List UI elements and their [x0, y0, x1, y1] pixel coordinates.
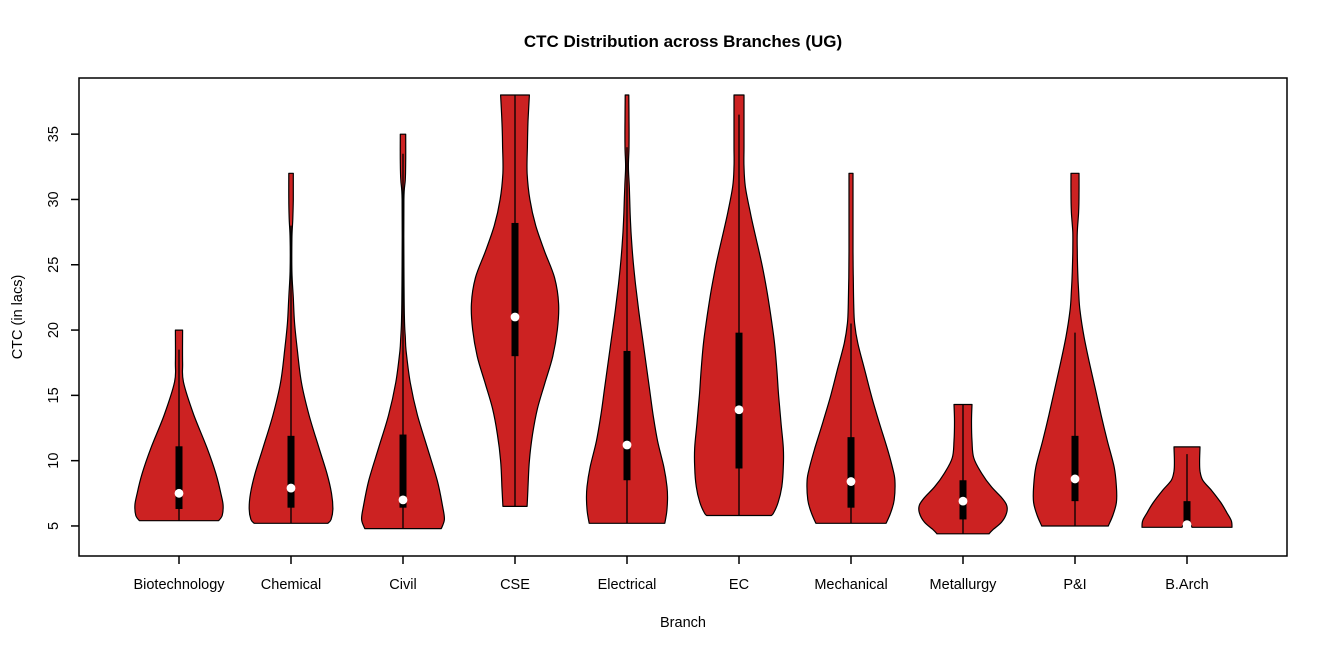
- x-tick-label-b-arch: B.Arch: [1165, 577, 1209, 593]
- iqr-box-cse: [511, 222, 519, 357]
- iqr-box-electrical: [623, 350, 631, 481]
- median-dot-electrical: [622, 440, 632, 450]
- iqr-box-b-arch: [1183, 501, 1191, 526]
- plot-content: 5 10 15 20 25 30 35 Biotechnology Chemical Civil C…: [46, 77, 1288, 593]
- y-tick-label: 25: [46, 257, 62, 273]
- median-dot-ec: [734, 405, 744, 415]
- median-dot-civil: [398, 495, 408, 505]
- y-tick-label: 20: [46, 322, 62, 338]
- x-tick-label-metallurgy: Metallurgy: [930, 577, 998, 593]
- x-tick-label-electrical: Electrical: [598, 577, 657, 593]
- x-tick-label-biotechnology: Biotechnology: [133, 577, 225, 593]
- median-dot-chemical: [286, 483, 296, 493]
- y-tick-label: 30: [46, 191, 62, 207]
- iqr-box-mechanical: [847, 437, 855, 508]
- y-axis-label: CTC (in lacs): [10, 275, 26, 360]
- median-dot-cse: [510, 312, 520, 322]
- x-axis-label: Branch: [660, 615, 706, 631]
- y-tick-label: 35: [46, 126, 62, 142]
- iqr-box-chemical: [287, 435, 295, 508]
- y-tick-label: 15: [46, 387, 62, 403]
- median-dot-p-i: [1070, 474, 1080, 484]
- x-tick-label-mechanical: Mechanical: [814, 577, 887, 593]
- iqr-box-civil: [399, 434, 407, 508]
- median-dot-biotechnology: [174, 488, 184, 498]
- median-dot-metallurgy: [958, 496, 968, 506]
- iqr-box-biotechnology: [175, 446, 183, 509]
- median-dot-b-arch: [1182, 520, 1192, 530]
- median-dot-mechanical: [846, 477, 856, 486]
- x-tick-label-cse: CSE: [500, 577, 530, 593]
- x-tick-label-civil: Civil: [389, 577, 416, 593]
- y-tick-label: 10: [46, 453, 62, 469]
- chart-title: CTC Distribution across Branches (UG): [524, 32, 842, 51]
- x-tick-label-chemical: Chemical: [261, 577, 321, 593]
- x-tick-label-ec: EC: [729, 577, 749, 593]
- plot-frame: [78, 77, 1288, 557]
- iqr-box-ec: [735, 332, 743, 469]
- x-tick-label-p-i: P&I: [1063, 577, 1086, 593]
- iqr-box-p-i: [1071, 435, 1079, 502]
- y-tick-label: 5: [46, 522, 62, 530]
